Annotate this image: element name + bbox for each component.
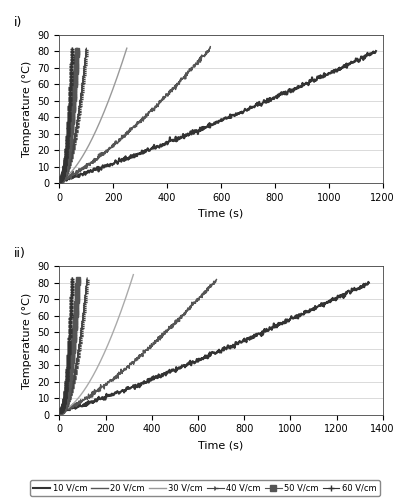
X-axis label: Time (s): Time (s) <box>198 440 243 450</box>
Text: ii): ii) <box>14 248 26 260</box>
Text: i): i) <box>14 16 22 29</box>
Y-axis label: Temperature (°C): Temperature (°C) <box>22 61 32 158</box>
X-axis label: Time (s): Time (s) <box>198 208 243 218</box>
Legend: 10 V/cm, 20 V/cm, 30 V/cm, 40 V/cm, 50 V/cm, 60 V/cm: 10 V/cm, 20 V/cm, 30 V/cm, 40 V/cm, 50 V… <box>30 480 379 496</box>
Y-axis label: Temperature (°C): Temperature (°C) <box>22 292 32 388</box>
